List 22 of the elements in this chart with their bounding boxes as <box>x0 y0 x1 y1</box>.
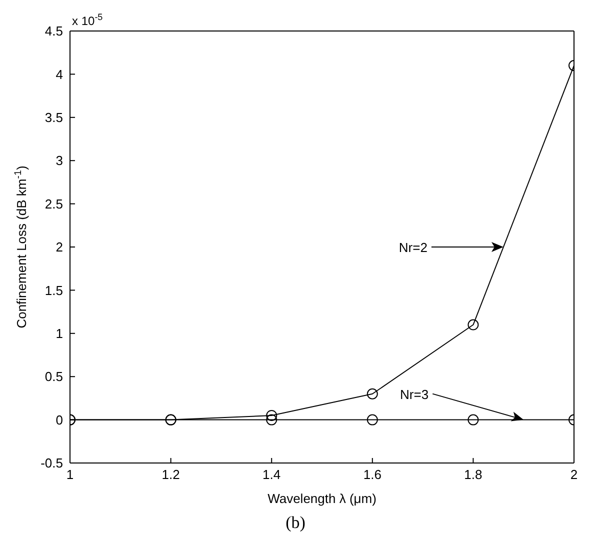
y-tick-label: 4 <box>56 66 63 82</box>
y-tick-label: -0.5 <box>40 456 63 471</box>
y-tick-label: 1.5 <box>44 282 63 298</box>
y-tick-label: 0 <box>56 412 63 428</box>
y-tick-label: 0.5 <box>44 369 63 384</box>
y-tick-label: 2.5 <box>44 196 63 212</box>
y-tick-label: 4.5 <box>44 24 63 39</box>
x-tick-label: 1.2 <box>162 467 180 482</box>
x-tick-label: 2 <box>570 467 578 482</box>
y-tick-label: 3 <box>56 153 63 168</box>
legend-label: Nr=2 <box>398 240 428 255</box>
x-axis-title: Wavelength λ (μm) <box>268 491 376 506</box>
y-tick-label: 1 <box>56 326 63 342</box>
y-tick-label: 3.5 <box>44 110 63 126</box>
x-tick-label: 1.8 <box>464 467 482 482</box>
text: (b) <box>284 513 306 533</box>
x-tick-label: 1.4 <box>262 467 281 482</box>
series-label: Nr=3 <box>400 386 429 402</box>
x-tick-label: 1.6 <box>363 467 382 482</box>
text: x 10$^{-5}$ <box>72 12 103 28</box>
y-tick-label: 2 <box>56 240 63 255</box>
x-tick-label: 1 <box>66 467 74 482</box>
